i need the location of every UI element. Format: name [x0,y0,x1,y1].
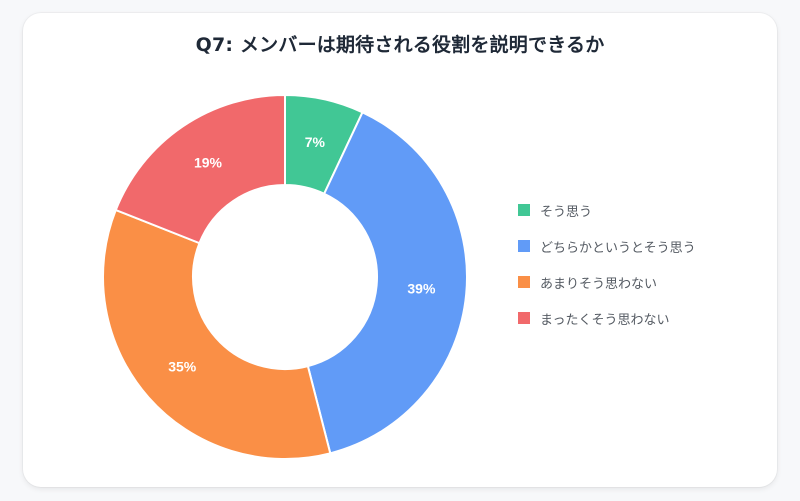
chart-legend: そう思う どちらかというとそう思う あまりそう思わない まったくそう思わない [518,200,696,344]
legend-swatch-icon [518,240,530,252]
chart-title: Q7: メンバーは期待される役割を説明できるか [195,34,605,56]
legend-label: あまりそう思わない [540,276,658,292]
legend-label: どちらかというとそう思う [540,240,696,256]
legend-item-agree[interactable]: そう思う [518,200,696,220]
slice-value-label: 19% [194,154,223,170]
slice-somewhat-agree[interactable] [306,110,468,455]
slice-value-label: 7% [305,134,326,150]
legend-item-somewhat-disagree[interactable]: あまりそう思わない [518,272,696,292]
legend-item-somewhat-agree[interactable]: どちらかというとそう思う [518,236,696,256]
legend-swatch-icon [518,312,530,324]
legend-label: まったくそう思わない [540,312,670,328]
legend-swatch-icon [518,204,530,216]
slice-disagree[interactable] [114,93,286,245]
legend-item-disagree[interactable]: まったくそう思わない [518,308,696,328]
slice-value-label: 39% [407,281,436,297]
legend-label: そう思う [540,204,593,220]
legend-swatch-icon [518,276,530,288]
slice-somewhat-disagree[interactable] [102,208,332,460]
slice-value-label: 35% [168,358,197,374]
